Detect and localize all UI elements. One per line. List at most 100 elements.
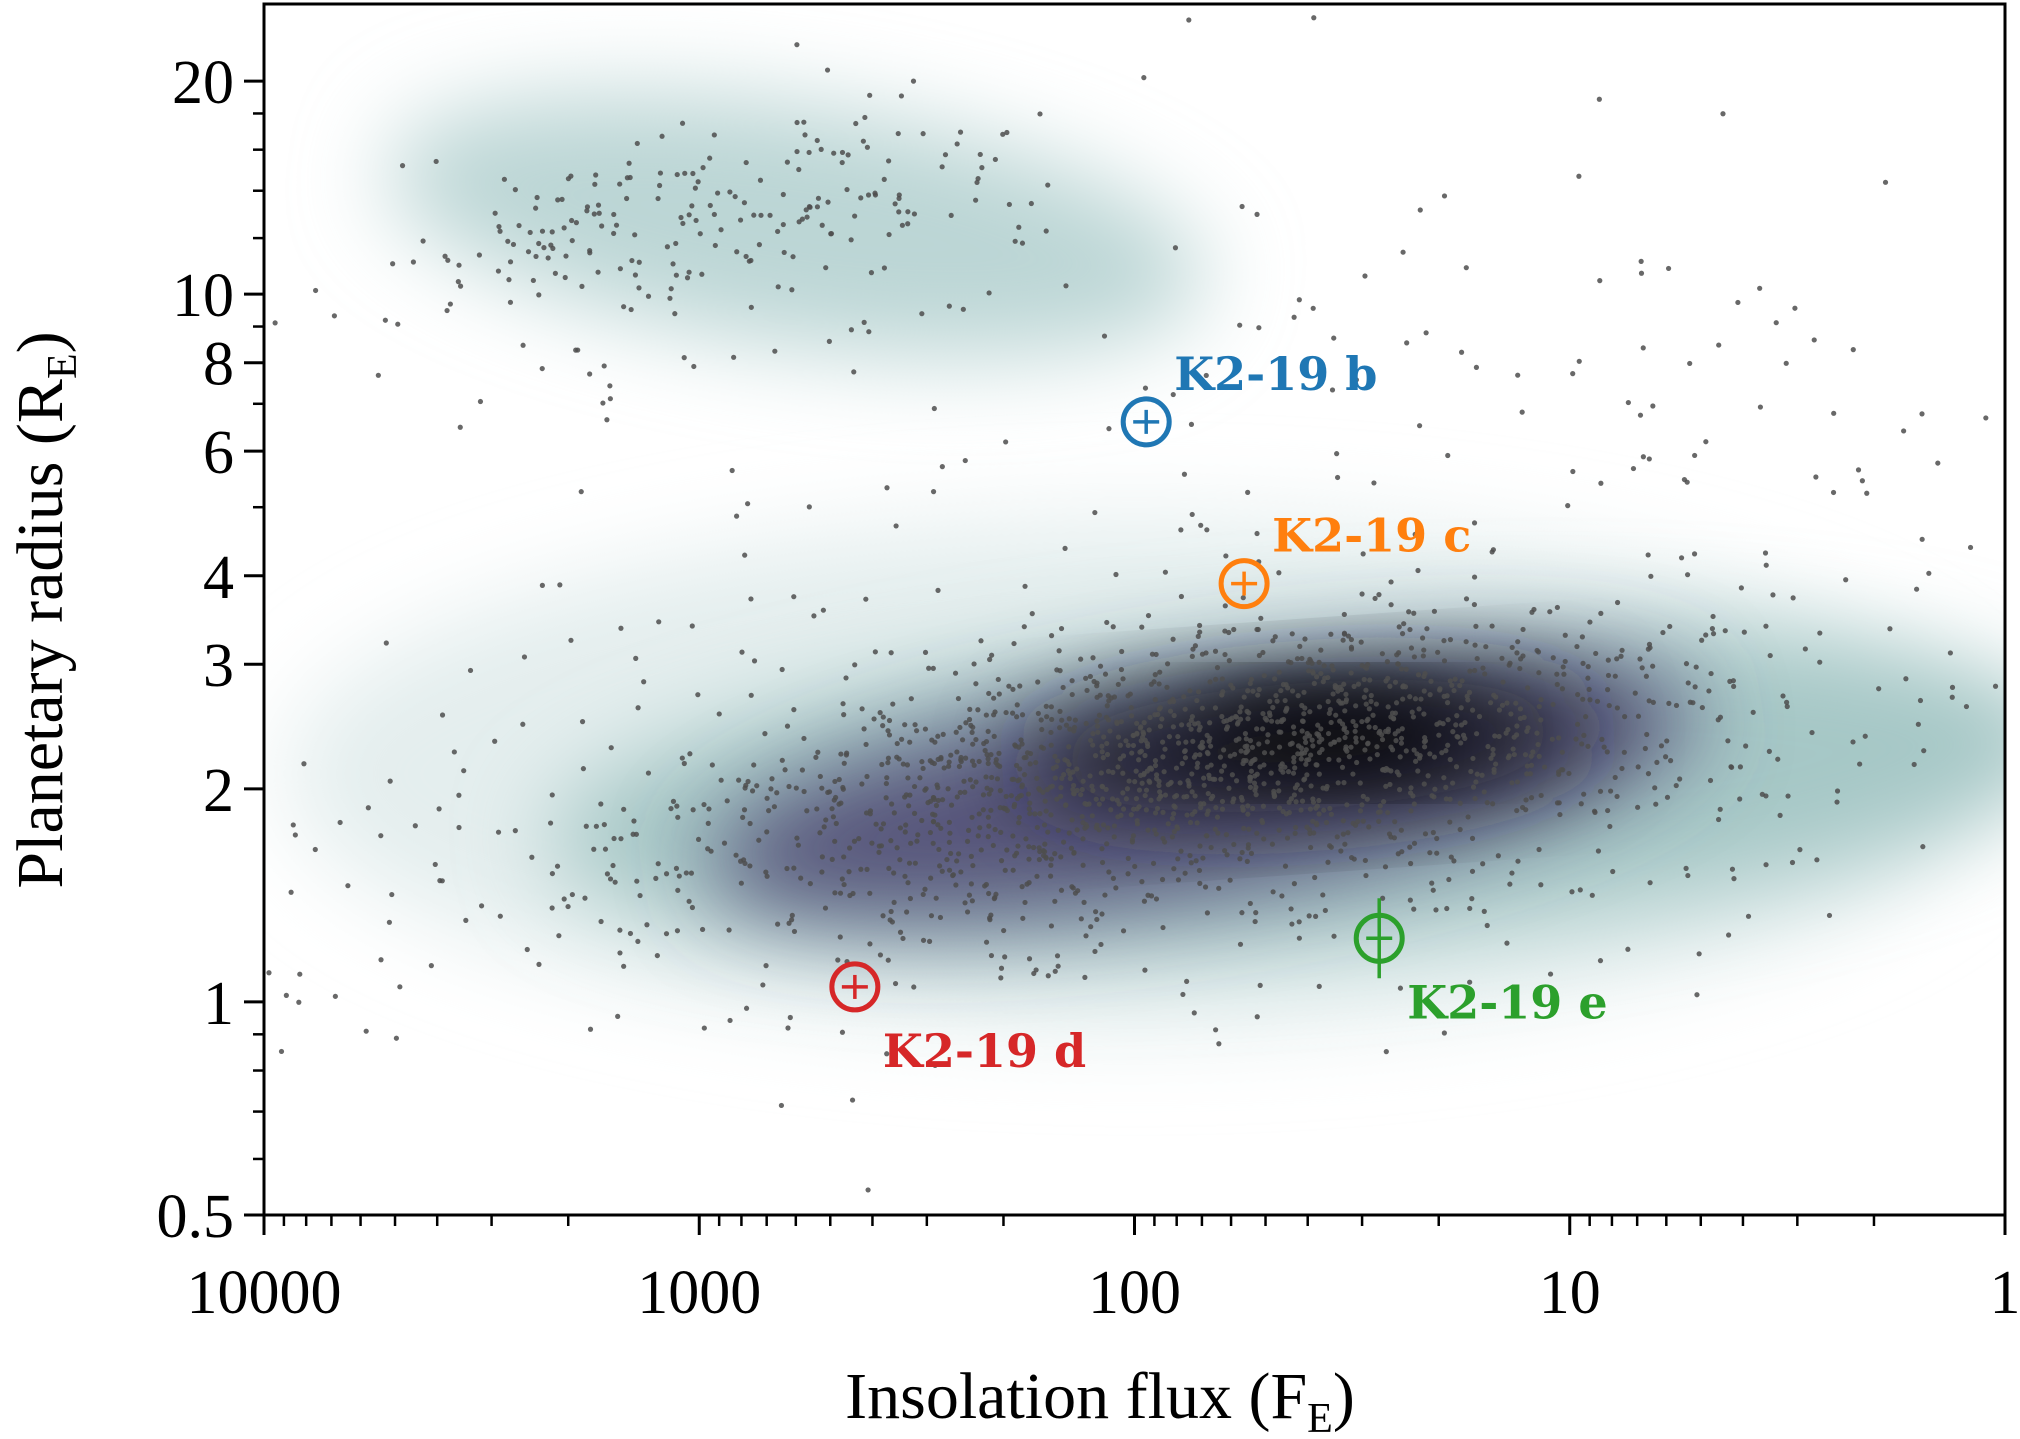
population-point	[1092, 509, 1098, 516]
population-point	[1589, 892, 1595, 898]
population-point	[1417, 207, 1423, 213]
population-point	[1398, 827, 1404, 833]
y-tick-label: 6	[203, 419, 234, 487]
population-point	[1550, 655, 1556, 661]
population-point	[1256, 741, 1262, 747]
population-point	[1522, 752, 1529, 758]
population-point	[1169, 815, 1175, 822]
population-point	[1270, 704, 1276, 711]
population-point	[1047, 873, 1054, 879]
population-point	[533, 253, 539, 260]
population-point	[1019, 884, 1025, 890]
population-point	[337, 819, 343, 826]
population-point	[893, 523, 899, 529]
population-point	[1685, 680, 1691, 686]
population-point	[1341, 611, 1347, 618]
population-point	[1253, 784, 1259, 790]
population-point	[1072, 890, 1079, 896]
population-point	[432, 861, 438, 868]
population-point	[451, 749, 457, 755]
population-point	[1692, 684, 1698, 690]
population-point	[737, 217, 744, 223]
population-point	[1097, 663, 1104, 669]
population-point	[1490, 746, 1496, 753]
population-point	[1640, 454, 1646, 460]
population-point	[1102, 671, 1109, 677]
population-point	[1199, 705, 1205, 711]
population-point	[1093, 909, 1099, 915]
population-point	[1152, 762, 1159, 769]
population-point	[1189, 771, 1195, 777]
population-point	[1554, 681, 1560, 688]
population-point	[1280, 808, 1286, 815]
population-point	[815, 749, 821, 755]
population-point	[1364, 796, 1370, 802]
population-point	[1212, 826, 1218, 832]
population-point	[902, 722, 908, 728]
population-point	[591, 846, 597, 852]
population-point	[1101, 333, 1108, 339]
population-point	[1534, 730, 1540, 736]
planet-marker-circle	[829, 961, 881, 1013]
population-point	[686, 269, 692, 275]
population-point	[1303, 747, 1309, 753]
population-point	[1041, 822, 1048, 828]
population-point	[1123, 738, 1129, 744]
population-point	[1066, 830, 1072, 836]
population-point	[1034, 775, 1040, 781]
population-point	[1043, 808, 1049, 814]
population-point	[892, 201, 898, 207]
population-point	[1499, 702, 1506, 708]
population-point	[896, 209, 902, 215]
population-point	[442, 253, 448, 259]
population-point	[1245, 842, 1252, 848]
population-point	[1238, 794, 1245, 801]
population-point	[837, 934, 843, 940]
population-point	[1004, 847, 1010, 853]
population-point	[1104, 619, 1110, 626]
population-point	[1044, 787, 1050, 793]
population-point	[1165, 782, 1171, 788]
population-point	[1171, 712, 1177, 719]
population-point	[929, 759, 935, 766]
population-point	[593, 172, 599, 178]
population-point	[922, 726, 929, 732]
population-point	[1342, 725, 1348, 731]
population-point	[1921, 748, 1927, 754]
population-point	[1299, 750, 1305, 756]
population-point	[988, 952, 995, 959]
population-point	[1167, 708, 1174, 714]
population-point	[1327, 805, 1333, 812]
population-point	[985, 834, 991, 840]
population-point	[1105, 768, 1112, 774]
population-point	[1465, 814, 1471, 820]
population-point	[1298, 787, 1304, 793]
population-point	[1383, 1049, 1389, 1055]
population-point	[701, 1025, 707, 1031]
population-point	[1576, 173, 1582, 179]
population-point	[1814, 857, 1820, 863]
population-point	[818, 146, 824, 152]
population-point	[604, 871, 611, 877]
y-tick-label: 3	[203, 632, 234, 700]
population-point	[1605, 687, 1611, 693]
population-point	[1104, 751, 1111, 758]
population-point	[681, 355, 687, 361]
population-point	[1775, 756, 1781, 762]
population-point	[1789, 859, 1796, 866]
population-point	[1069, 678, 1075, 684]
population-point	[1834, 799, 1840, 805]
population-point	[990, 842, 996, 849]
population-point	[904, 909, 910, 915]
population-point	[1983, 415, 1989, 421]
population-point	[970, 741, 976, 747]
population-point	[1062, 802, 1069, 809]
population-point	[1353, 377, 1359, 383]
population-point	[686, 898, 692, 904]
population-point	[575, 347, 581, 353]
population-point	[1141, 75, 1147, 81]
population-point	[1587, 697, 1593, 703]
population-point	[1587, 619, 1593, 625]
population-point	[1276, 729, 1282, 735]
population-point	[1715, 816, 1722, 823]
